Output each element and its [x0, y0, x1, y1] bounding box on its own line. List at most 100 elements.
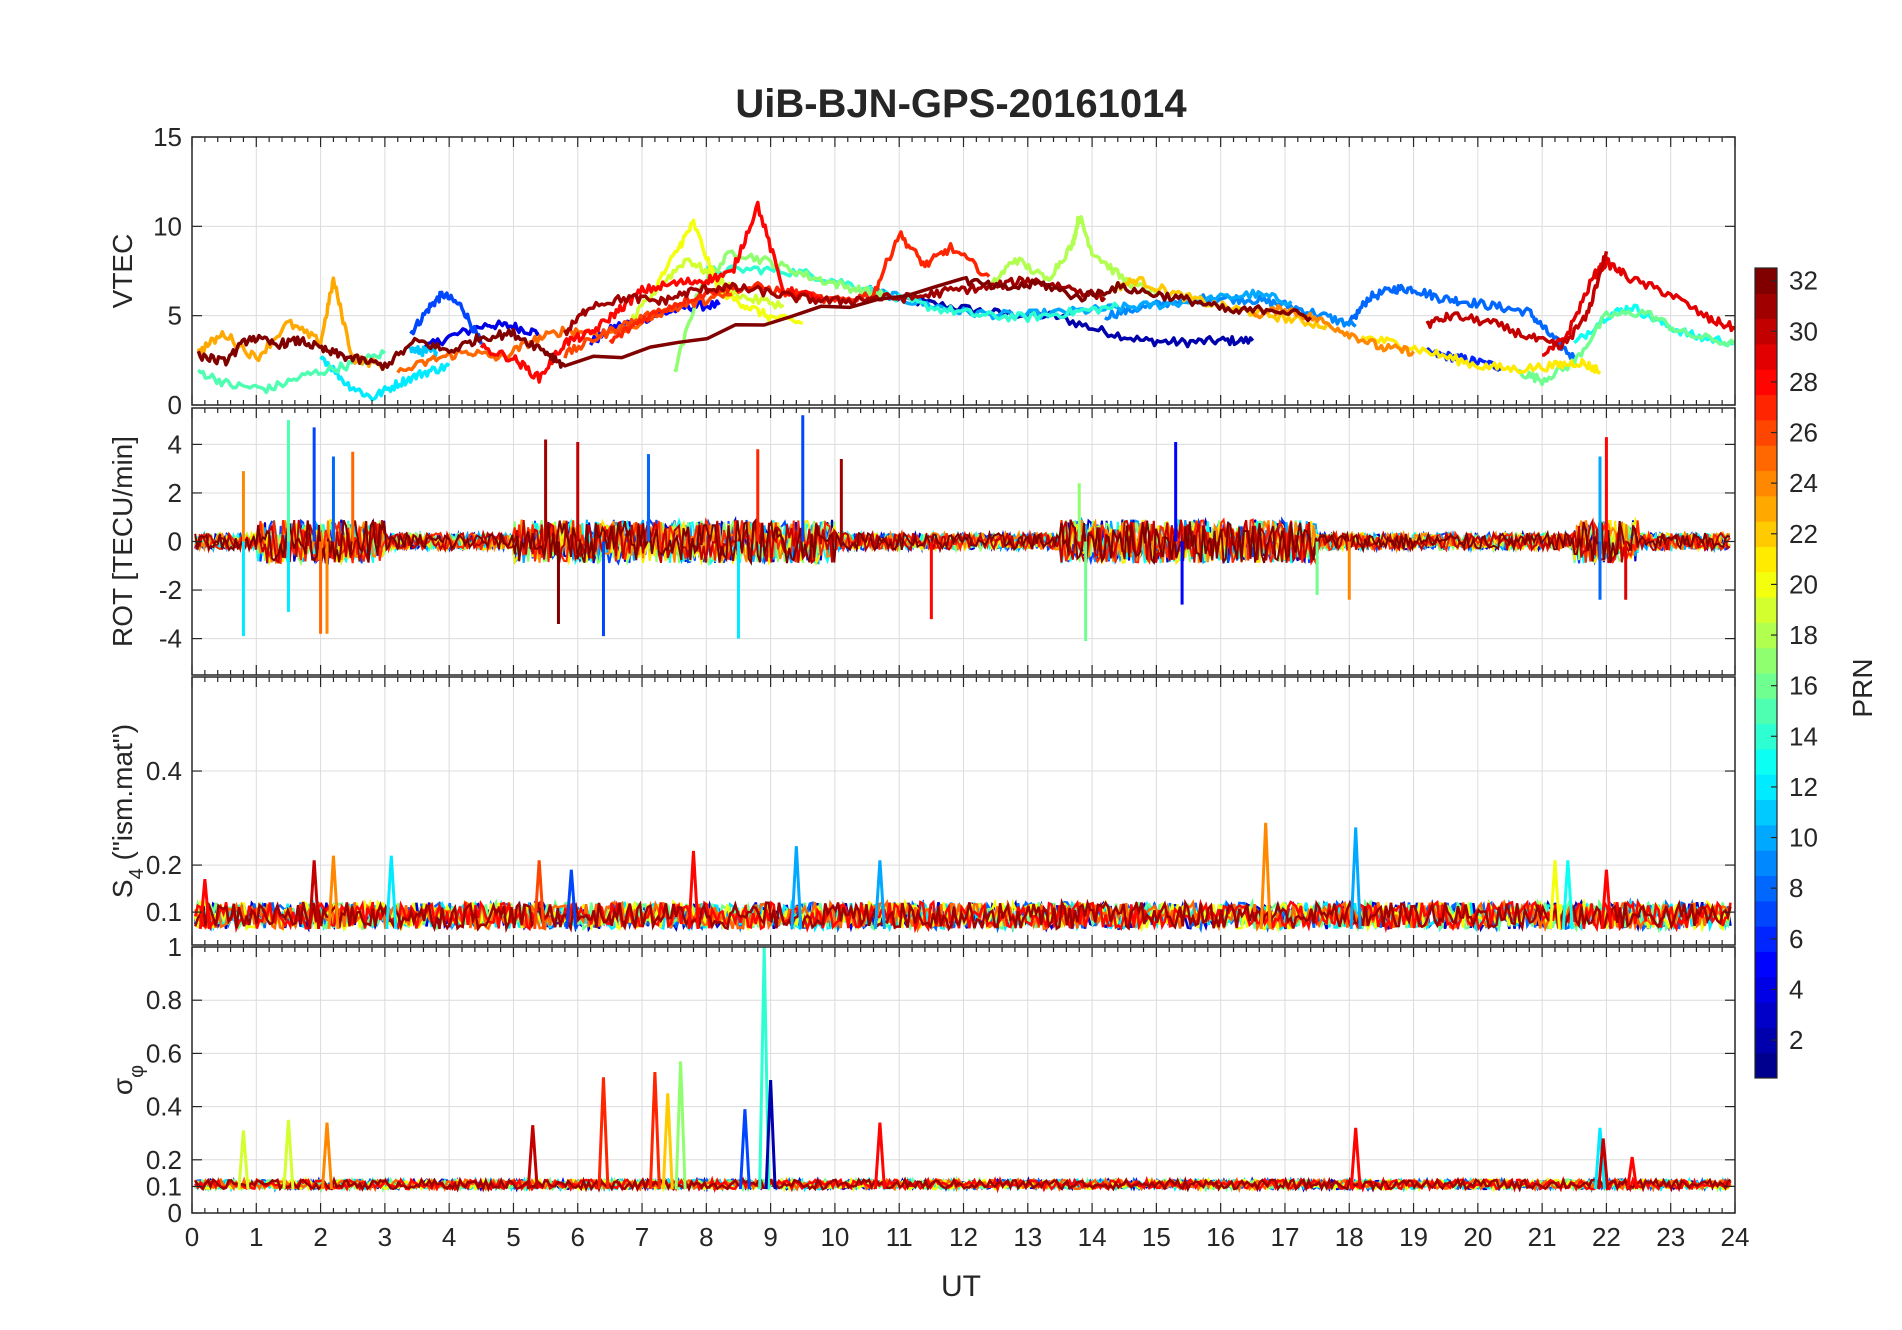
- vtec-series-prn-19: [627, 257, 785, 328]
- colorbar-segment: [1755, 673, 1777, 699]
- index-peak: [764, 1079, 777, 1190]
- x-tick-label: 4: [442, 1222, 456, 1252]
- index-peak: [1349, 827, 1362, 929]
- x-tick-label: 19: [1399, 1222, 1428, 1252]
- colorbar-tick-label: 18: [1789, 620, 1818, 650]
- tick-marks: [191, 946, 1736, 1214]
- colorbar-segment: [1755, 622, 1777, 649]
- colorbar-tick-label: 24: [1789, 468, 1818, 498]
- y-tick-label: 0.2: [146, 850, 182, 880]
- x-tick-label: 21: [1528, 1222, 1557, 1252]
- colorbar-label: PRN: [1847, 658, 1878, 717]
- panel-data: [194, 947, 1732, 1194]
- colorbar-tick-label: 4: [1789, 974, 1803, 1004]
- colorbar-tick-label: 28: [1789, 367, 1818, 397]
- panel-2: -4 -2 0 2 4 ROT [TECU/min]: [107, 407, 1736, 676]
- colorbar-segment: [1755, 546, 1777, 573]
- index-peak: [1548, 860, 1561, 930]
- index-peak: [1600, 869, 1613, 930]
- colorbar-tick-label: 8: [1789, 873, 1803, 903]
- vtec-series-prn-2: [891, 293, 1255, 349]
- x-tick-label: 15: [1142, 1222, 1171, 1252]
- colorbar-tick-label: 16: [1789, 671, 1818, 701]
- vtec-series-prn-8: [1347, 283, 1576, 360]
- y-tick-label: 0.2: [146, 1145, 182, 1175]
- vtec-series-prn-18: [988, 215, 1158, 296]
- vtec-series-prn-30: [1425, 250, 1609, 351]
- y-tick-label: 0: [168, 527, 182, 557]
- y-tick-label: -2: [159, 575, 182, 605]
- colorbar-segment: [1755, 1027, 1777, 1054]
- colorbar-segment: [1755, 723, 1777, 750]
- colorbar-segment: [1755, 875, 1777, 902]
- y-tick-label: 0.1: [146, 1171, 182, 1201]
- x-tick-label: 6: [571, 1222, 585, 1252]
- x-tick-label: 1: [249, 1222, 263, 1252]
- y-tick-label: -4: [159, 624, 182, 654]
- x-tick-label: 10: [820, 1222, 849, 1252]
- vtec-series-prn-25: [396, 321, 644, 374]
- panel-1: 0 5 10 15 VTEC: [107, 122, 1736, 420]
- x-tick-label: 9: [763, 1222, 777, 1252]
- vtec-series-prn-27: [608, 230, 991, 344]
- colorbar-tick-label: 30: [1789, 316, 1818, 346]
- y-tick-label: 1: [168, 932, 182, 962]
- x-tick-label: 20: [1463, 1222, 1492, 1252]
- index-peak: [1349, 1127, 1362, 1190]
- colorbar-tick-label: 20: [1789, 569, 1818, 599]
- y-tick-label: 5: [168, 301, 182, 331]
- vtec-series-prn-24: [1251, 303, 1415, 357]
- y-tick-label: 15: [153, 122, 182, 152]
- colorbar-segment: [1755, 799, 1777, 826]
- x-tick-label: 8: [699, 1222, 713, 1252]
- y-axis-label: VTEC: [107, 234, 138, 309]
- index-peak: [1593, 1127, 1606, 1190]
- y-tick-label: 0.6: [146, 1038, 182, 1068]
- chart-title: UiB-BJN-GPS-20161014: [735, 82, 1187, 126]
- vtec-series-prn-31: [563, 275, 1107, 337]
- colorbar-segment: [1755, 748, 1777, 775]
- x-tick-label: 3: [378, 1222, 392, 1252]
- y-axis-label: S4 ("ism.mat"): [107, 724, 148, 898]
- colorbar-segment: [1755, 369, 1777, 396]
- index-peak: [758, 947, 771, 1190]
- x-tick-label: 7: [635, 1222, 649, 1252]
- index-peak: [565, 869, 578, 930]
- vtec-series-prn-32: [196, 275, 1312, 371]
- colorbar-segment: [1755, 470, 1777, 497]
- index-peak: [648, 1071, 661, 1190]
- index-peak: [533, 860, 546, 930]
- tick-marks: [191, 677, 1736, 945]
- index-peak: [237, 1130, 250, 1190]
- colorbar-segment: [1755, 926, 1777, 952]
- vtec-series-prn-7: [409, 290, 483, 345]
- x-tick-label: 2: [313, 1222, 327, 1252]
- colorbar-segment: [1755, 824, 1777, 851]
- tick-marks: [191, 408, 1736, 675]
- colorbar-segment: [1755, 394, 1777, 421]
- index-peak: [1561, 860, 1574, 930]
- y-tick-label: 0.8: [146, 985, 182, 1015]
- index-peak: [661, 1093, 674, 1190]
- panel-data: [194, 415, 1731, 642]
- colorbar-segment: [1755, 774, 1777, 801]
- index-peak: [321, 1122, 334, 1190]
- x-tick-labels: 0 1 2 3 4 5 6 7 8 9 10 11 12 13 14 15 16 17 18 19 20 21 22 23 24: [185, 1222, 1750, 1252]
- x-tick-label: 5: [506, 1222, 520, 1252]
- rot-trace-prn-32: [194, 517, 1731, 566]
- x-tick-label: 14: [1078, 1222, 1107, 1252]
- vtec-series-prn-26: [563, 292, 733, 359]
- index-peak: [597, 1077, 610, 1190]
- x-tick-label: 17: [1270, 1222, 1299, 1252]
- index-peak: [327, 855, 340, 930]
- y-tick-label: 10: [153, 211, 182, 241]
- x-tick-label: 24: [1721, 1222, 1750, 1252]
- index-trace-prn-31: [194, 897, 1732, 934]
- y-tick-label: 0: [168, 390, 182, 420]
- colorbar-segment: [1755, 521, 1777, 547]
- index-peak: [790, 846, 803, 930]
- index-peak: [873, 1122, 886, 1190]
- index-peak: [674, 1061, 687, 1190]
- index-peak: [738, 1109, 751, 1190]
